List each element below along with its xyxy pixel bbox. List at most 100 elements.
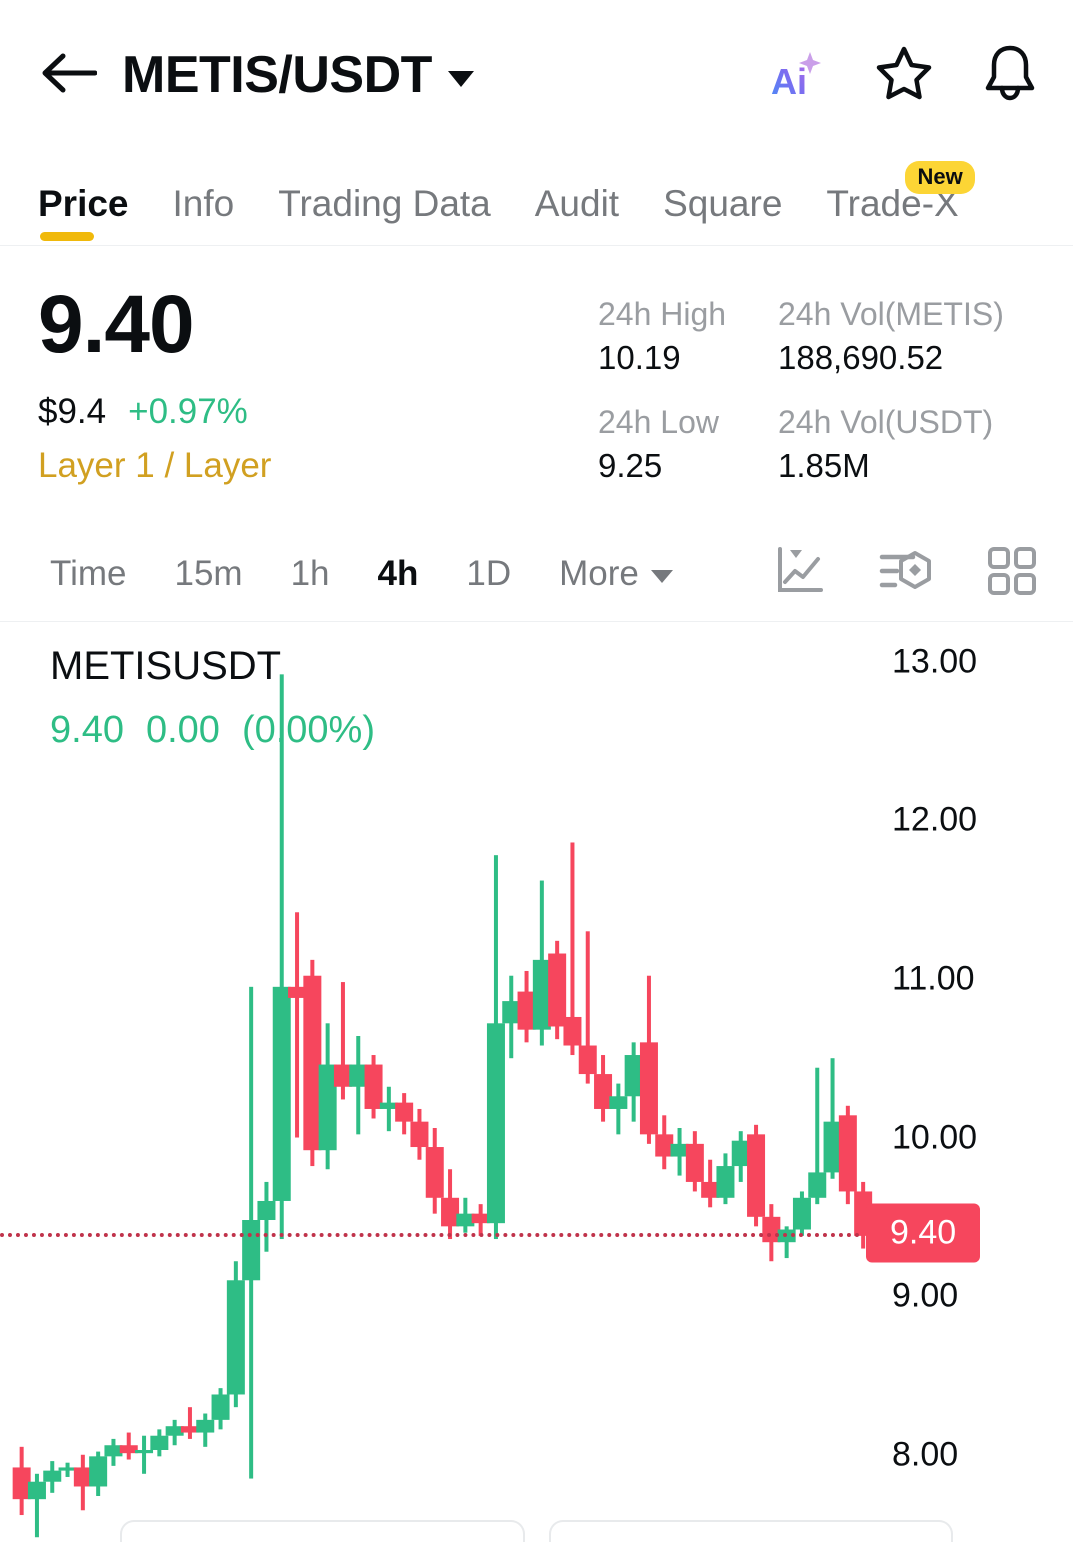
candle-body xyxy=(609,1096,628,1109)
header-actions: Ai xyxy=(769,45,1039,104)
alert-button[interactable] xyxy=(981,45,1039,104)
candle-body xyxy=(425,1147,444,1198)
candle-wick xyxy=(142,1435,147,1474)
price-axis[interactable]: 13.00 12.00 11.00 10.00 9.00 8.00 9.40 xyxy=(860,622,1073,1542)
candlestick-series xyxy=(12,674,873,1538)
candle-wick xyxy=(279,674,284,1240)
candle-body xyxy=(823,1121,842,1173)
candle-body xyxy=(318,1064,337,1151)
tab-price[interactable]: Price xyxy=(38,183,129,245)
stat-label: 24h High xyxy=(598,296,727,332)
candle-body xyxy=(747,1134,766,1217)
timeframe-more-button[interactable]: More xyxy=(559,554,673,594)
candle-body xyxy=(379,1102,398,1109)
candle-body xyxy=(532,959,551,1030)
candle-body xyxy=(180,1426,199,1433)
candle-body xyxy=(150,1435,169,1450)
chevron-down-icon xyxy=(447,71,474,87)
last-price: 9.40 xyxy=(38,279,195,370)
tab-trade-x[interactable]: Trade-X New xyxy=(826,161,975,245)
stat-24h-high: 24h High 10.19 xyxy=(598,296,778,378)
tab-label: Trading Data xyxy=(278,183,491,224)
bottom-button-left[interactable] xyxy=(120,1520,525,1542)
section-tabs: Price Info Trading Data Audit Square Tra… xyxy=(0,150,1073,246)
tab-trading-data[interactable]: Trading Data xyxy=(278,183,491,245)
candle-body xyxy=(517,991,536,1030)
chart-toolbar: Time 15m 1h 4h 1D More xyxy=(0,526,1073,622)
tab-audit[interactable]: Audit xyxy=(535,183,619,245)
favorite-button[interactable] xyxy=(875,46,933,104)
candle-body xyxy=(27,1481,46,1500)
candle-body xyxy=(303,975,322,1151)
stat-value: 1.85M xyxy=(778,447,870,484)
stat-24h-low: 24h Low 9.25 xyxy=(598,404,778,486)
chart-tools xyxy=(773,544,1039,603)
stat-label: 24h Vol(USDT) xyxy=(778,404,994,440)
current-price-badge: 9.40 xyxy=(866,1203,981,1263)
candle-body xyxy=(808,1172,827,1198)
bell-icon xyxy=(982,43,1038,108)
candle-body xyxy=(548,953,567,1027)
back-button[interactable] xyxy=(38,44,100,106)
indicator-settings-icon[interactable] xyxy=(877,544,935,603)
stat-24h-vol-quote: 24h Vol(USDT) 1.85M xyxy=(778,404,1035,486)
stat-value: 10.19 xyxy=(598,339,681,376)
candle-wick xyxy=(585,931,590,1084)
price-axis-tick: 9.00 xyxy=(892,1276,959,1315)
candle-body xyxy=(257,1200,276,1220)
candle-wick xyxy=(815,1067,820,1205)
candle-body xyxy=(272,986,291,1201)
candle-wick xyxy=(784,1226,789,1259)
candle-body xyxy=(58,1467,77,1471)
new-badge: New xyxy=(905,161,975,195)
candle-body xyxy=(226,1280,245,1395)
tab-label: Price xyxy=(38,183,129,224)
star-icon xyxy=(875,45,933,106)
candle-body xyxy=(441,1197,460,1227)
candle-body xyxy=(716,1166,735,1198)
candle-body xyxy=(43,1470,62,1482)
candle-body xyxy=(410,1121,429,1148)
arrow-left-icon xyxy=(41,50,98,101)
candle-body xyxy=(594,1074,613,1109)
category-tag[interactable]: Layer 1 / Layer xyxy=(38,446,272,485)
candle-body xyxy=(471,1213,490,1224)
candle-body xyxy=(563,1016,582,1046)
grid-layout-icon[interactable] xyxy=(985,544,1039,603)
current-price-line xyxy=(0,1232,860,1237)
market-stats: 24h High 10.19 24h Vol(METIS) 188,690.52… xyxy=(598,284,1035,486)
price-axis-tick: 10.00 xyxy=(892,1118,978,1157)
candle-body xyxy=(762,1216,781,1243)
candle-body xyxy=(731,1140,750,1167)
tab-square[interactable]: Square xyxy=(663,183,782,245)
timeframe-1d[interactable]: 1D xyxy=(466,553,512,593)
ai-assistant-button[interactable]: Ai xyxy=(769,46,827,104)
timeframe-15m[interactable]: 15m xyxy=(174,553,243,593)
bottom-button-right[interactable] xyxy=(548,1520,953,1542)
stat-value: 9.25 xyxy=(598,447,663,484)
tab-info[interactable]: Info xyxy=(173,183,235,245)
line-chart-icon[interactable] xyxy=(773,544,827,603)
stat-value: 188,690.52 xyxy=(778,339,944,376)
stat-label: 24h Vol(METIS) xyxy=(778,296,1004,332)
ticker-summary: 9.40 $9.4 +0.97% Layer 1 / Layer 24h Hig… xyxy=(0,246,1073,486)
price-secondary: $9.4 +0.97% xyxy=(38,392,598,432)
pair-selector[interactable]: METIS/USDT xyxy=(122,45,474,105)
timeframe-1h[interactable]: 1h xyxy=(290,553,330,593)
timeframe-time[interactable]: Time xyxy=(50,553,127,593)
candle-body xyxy=(792,1197,811,1230)
timeframe-4h[interactable]: 4h xyxy=(377,553,419,593)
change-percent: +0.97% xyxy=(128,392,248,431)
candle-body xyxy=(685,1143,704,1182)
candle-body xyxy=(655,1134,674,1157)
candle-body xyxy=(333,1064,352,1087)
page-title: METIS/USDT xyxy=(122,46,432,104)
candle-wick xyxy=(340,982,345,1100)
price-chart[interactable]: METISUSDT 9.40 0.00 (0.00%) 13.00 12.00 11… xyxy=(0,622,1073,1542)
stat-24h-vol-base: 24h Vol(METIS) 188,690.52 xyxy=(778,296,1035,378)
candle-body xyxy=(242,1220,261,1281)
ai-sparkle-icon: Ai xyxy=(769,46,827,104)
chevron-down-icon xyxy=(650,570,673,583)
candle-body xyxy=(211,1394,230,1420)
stat-label: 24h Low xyxy=(598,404,719,440)
